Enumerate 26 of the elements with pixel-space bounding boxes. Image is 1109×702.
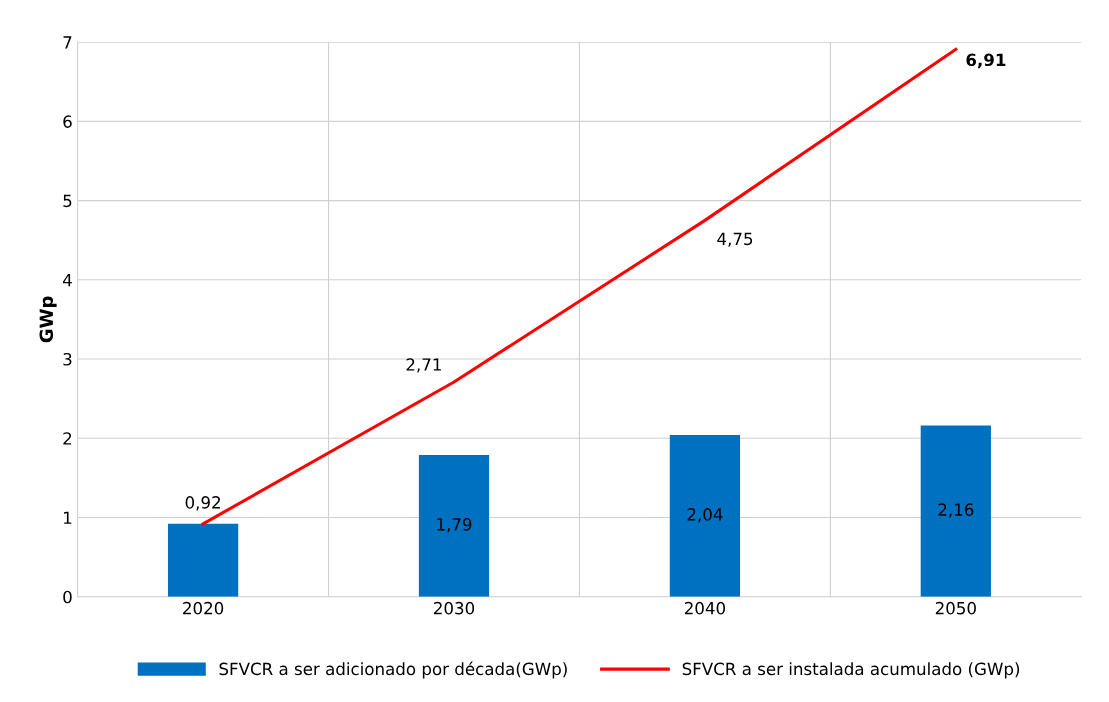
data-label: 0,92 bbox=[185, 496, 220, 511]
bar bbox=[669, 435, 741, 597]
bar bbox=[418, 454, 490, 597]
data-label: 2,71 bbox=[406, 358, 441, 373]
y-axis-title: GWp bbox=[39, 296, 57, 343]
y-tick-label: 4 bbox=[62, 273, 72, 287]
y-tick-label: 0 bbox=[63, 590, 72, 604]
data-label: 4,75 bbox=[717, 232, 753, 247]
legend-label: SFVCR a ser instalada acumulado (GWp) bbox=[682, 662, 1020, 679]
data-label: 1,79 bbox=[437, 518, 472, 533]
y-tick-label: 3 bbox=[63, 352, 72, 366]
bar bbox=[167, 523, 239, 597]
x-tick-label: 2040 bbox=[684, 601, 726, 615]
x-tick-label: 2030 bbox=[434, 601, 475, 615]
bar bbox=[920, 425, 991, 597]
data-label: 2,16 bbox=[938, 503, 974, 518]
y-tick-label: 2 bbox=[63, 432, 72, 445]
y-tick-label: 1 bbox=[64, 511, 72, 524]
legend-label: SFVCR a ser adicionado por década(GWp) bbox=[219, 661, 567, 679]
y-tick-label: 6 bbox=[63, 115, 72, 128]
x-tick-label: 2020 bbox=[183, 601, 224, 615]
y-tick-label: 7 bbox=[63, 36, 72, 49]
data-label: 2,04 bbox=[687, 508, 723, 523]
x-tick-label: 2050 bbox=[935, 601, 976, 615]
data-label: 6,91 bbox=[966, 53, 1006, 69]
y-tick-label: 5 bbox=[63, 194, 72, 208]
